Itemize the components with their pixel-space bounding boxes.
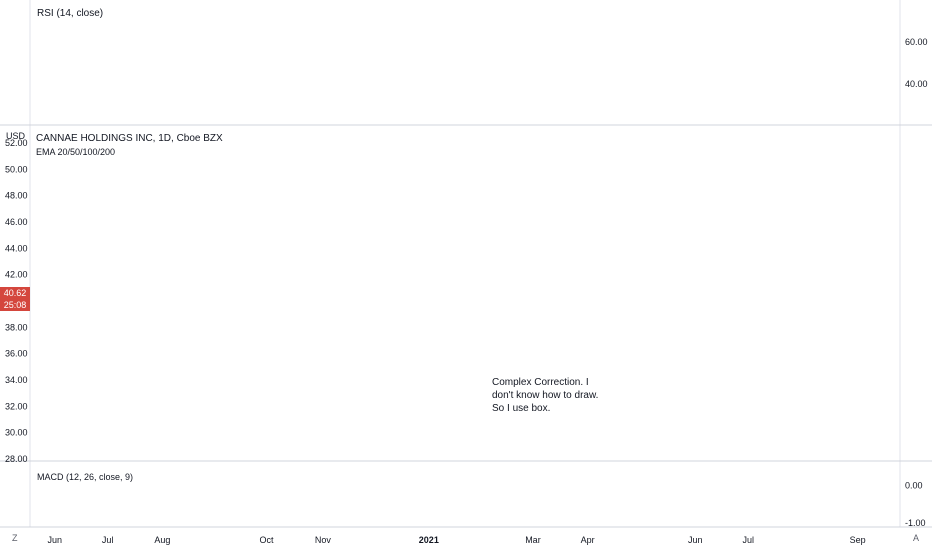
price-tick-label: 44.00 <box>5 243 28 253</box>
price-tick-label: 30.00 <box>5 428 28 438</box>
bar-countdown: 25:08 <box>3 300 27 310</box>
zoom-button[interactable]: Z <box>12 533 18 543</box>
price-tick-label: 42.00 <box>5 270 28 280</box>
annotation-note: Complex Correction. I don't know how to … <box>492 377 599 414</box>
price-tick-label: 52.00 <box>5 138 28 148</box>
price-tick-label: 32.00 <box>5 401 28 411</box>
last-price-badge: 40.62 25:08 <box>0 287 30 311</box>
time-tick-label: Nov <box>315 535 332 545</box>
price-tick-label: 36.00 <box>5 349 28 359</box>
time-tick-label: Jul <box>742 535 754 545</box>
symbol-title[interactable]: CANNAE HOLDINGS INC, 1D, Cboe BZX <box>36 133 223 144</box>
auto-scale-button[interactable]: A <box>913 533 920 543</box>
price-tick-label: 34.00 <box>5 375 28 385</box>
time-tick-label: 2021 <box>419 535 439 545</box>
ema-indicator-title[interactable]: EMA 20/50/100/200 <box>36 147 116 157</box>
price-tick-label: 28.00 <box>5 454 28 464</box>
time-tick-label: Apr <box>581 535 595 545</box>
macd-tick-label: 0.00 <box>905 481 923 491</box>
time-tick-label: Jul <box>102 535 114 545</box>
time-tick-label: Aug <box>154 535 170 545</box>
rsi-tick-label: 60.00 <box>905 37 928 47</box>
time-tick-label: Mar <box>525 535 541 545</box>
macd-indicator-title[interactable]: MACD (12, 26, close, 9) <box>37 472 134 482</box>
time-tick-label: Jun <box>688 535 703 545</box>
price-tick-label: 46.00 <box>5 217 28 227</box>
price-tick-label: 48.00 <box>5 191 28 201</box>
time-tick-label: Oct <box>259 535 274 545</box>
macd-tick-label: -1.00 <box>905 518 926 528</box>
time-tick-label: Sep <box>850 535 866 545</box>
rsi-tick-label: 40.00 <box>905 79 928 89</box>
last-price-value: 40.62 <box>3 288 27 298</box>
price-tick-label: 50.00 <box>5 164 28 174</box>
currency-label: USD <box>6 131 26 141</box>
time-tick-label: Jun <box>47 535 62 545</box>
price-tick-label: 38.00 <box>5 322 28 332</box>
rsi-indicator-title[interactable]: RSI (14, close) <box>37 8 104 19</box>
